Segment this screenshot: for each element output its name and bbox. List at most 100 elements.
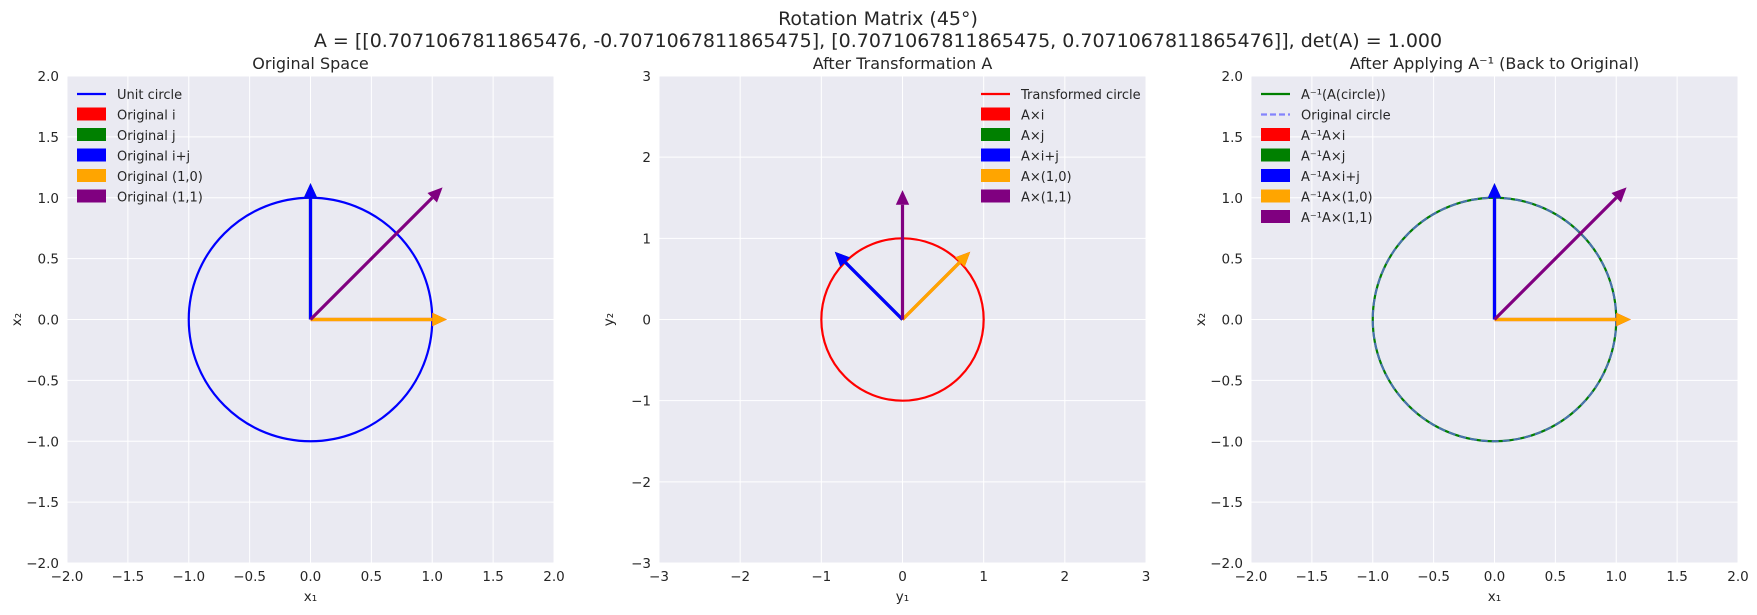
panel-2: −3 −2 −1 0 1 2 3 −3 −2 −1 0 1 2 3 After Transformation…	[601, 54, 1150, 605]
x-tick-label: 0	[898, 569, 907, 585]
legend-label: A⁻¹A×i+j	[1301, 170, 1360, 185]
vector-arrow	[895, 190, 910, 320]
x-axis-label: y₁	[896, 589, 909, 605]
y-tick-label: −1.0	[1210, 434, 1243, 450]
vector-shaft	[309, 196, 434, 321]
x-tick-label: −2	[730, 569, 750, 585]
figure-title-line1: Rotation Matrix (45°)	[778, 8, 978, 30]
panel-1: −2.0 −1.5 −1.0 −0.5 0.0 0.5 1.0 1.5 2.0 −2.0 −1.5 −…	[9, 54, 565, 605]
y-tick-label: −1	[631, 394, 651, 410]
y-axis-label: x₂	[9, 313, 25, 326]
y-tick-label: 3	[642, 69, 651, 85]
vector-arrow	[309, 187, 443, 321]
x-tick-label: 1.0	[422, 569, 443, 585]
plot-content	[1371, 183, 1631, 443]
legend-swatch	[77, 148, 106, 162]
x-tick-label: −2.0	[1235, 569, 1268, 585]
x-tick-label: 2	[1061, 569, 1070, 585]
panel-title: Original Space	[252, 54, 368, 73]
y-tick-label: 0.5	[38, 252, 59, 268]
legend-swatch	[981, 169, 1010, 182]
legend-swatch	[981, 107, 1010, 121]
vector-arrow	[1493, 187, 1627, 321]
y-tick-label: 1.0	[1222, 191, 1243, 207]
legend-label: A⁻¹A×i	[1301, 129, 1345, 144]
legend-label: A×j	[1021, 129, 1044, 144]
x-tick-label: −0.5	[1417, 569, 1450, 585]
vector-head	[895, 190, 910, 205]
vector-head	[427, 187, 443, 203]
y-tick-label: 0.0	[1222, 313, 1243, 329]
vector-head	[432, 312, 447, 327]
x-tick-label: 0.5	[1545, 569, 1566, 585]
legend: A⁻¹(A(circle)) Original circle A⁻¹A×i A⁻¹A×…	[1261, 88, 1391, 226]
y-tick-label: 2	[642, 150, 651, 166]
y-tick-label: 1.5	[1222, 130, 1243, 146]
legend-label: Original j	[117, 129, 176, 144]
legend-swatch	[1261, 128, 1290, 141]
y-tick-label: 2.0	[1222, 69, 1243, 85]
x-tick-label: 1.0	[1606, 569, 1627, 585]
y-tick-label: −1.0	[26, 434, 59, 450]
vector-arrow	[303, 183, 318, 320]
y-tick-label: −0.5	[26, 373, 59, 389]
legend-label: A⁻¹A×(1,0)	[1301, 191, 1373, 206]
legend-swatch	[981, 148, 1010, 162]
legend-label: Original (1,0)	[117, 170, 203, 185]
vector-head	[1611, 187, 1627, 203]
legend-swatch	[1261, 189, 1290, 203]
x-tick-label: −2.0	[51, 569, 84, 585]
y-tick-label: −2	[631, 475, 651, 491]
x-tick-label: −1.0	[172, 569, 205, 585]
legend-label: Transformed circle	[1020, 88, 1141, 103]
legend-label: A×i	[1021, 109, 1044, 124]
vector-head	[303, 183, 318, 198]
plot-content	[820, 190, 985, 402]
y-tick-label: −1.5	[1210, 495, 1243, 511]
plot-content	[187, 183, 447, 443]
x-axis-label: x₁	[304, 589, 317, 605]
y-tick-label: 0.5	[1222, 252, 1243, 268]
legend-label: A×(1,1)	[1021, 191, 1072, 206]
vector-head	[1487, 183, 1502, 198]
legend-swatch	[981, 128, 1010, 141]
y-tick-label: −0.5	[1210, 373, 1243, 389]
legend: Transformed circle A×i A×j A×i+j A×(1,0) A×(1…	[981, 88, 1141, 206]
x-tick-label: 3	[1142, 569, 1151, 585]
legend-label: A⁻¹A×j	[1301, 150, 1345, 165]
legend-label: Original i+j	[117, 150, 190, 165]
y-tick-label: 2.0	[38, 69, 59, 85]
x-tick-label: 1.5	[1666, 569, 1687, 585]
y-tick-label: 0	[642, 313, 651, 329]
y-tick-label: 0.0	[38, 313, 59, 329]
vector-arrow	[901, 251, 971, 321]
vector-head	[955, 251, 971, 267]
legend-label: A×i+j	[1021, 150, 1059, 165]
legend: Unit circle Original i Original j Original …	[77, 88, 203, 206]
panel-title: After Applying A⁻¹ (Back to Original)	[1350, 54, 1640, 73]
legend-swatch	[77, 169, 106, 182]
y-axis-label: x₂	[1193, 313, 1209, 326]
legend-swatch	[77, 128, 106, 141]
legend-swatch	[1261, 169, 1290, 182]
legend-label: Original (1,1)	[117, 191, 203, 206]
y-tick-label: 1.5	[38, 130, 59, 146]
y-tick-label: −3	[631, 556, 651, 572]
x-tick-label: −1.0	[1356, 569, 1389, 585]
x-tick-label: −3	[649, 569, 669, 585]
x-tick-label: 0.5	[361, 569, 382, 585]
x-tick-label: −1	[811, 569, 831, 585]
legend-label: A⁻¹A×(1,1)	[1301, 211, 1373, 226]
legend-label: Original i	[117, 109, 176, 124]
y-axis-label: y₂	[601, 313, 617, 326]
figure-title-line2: A = [[0.7071067811865476, -0.70710678118…	[314, 30, 1442, 52]
legend-swatch	[981, 189, 1010, 203]
panel-3: −2.0 −1.5 −1.0 −0.5 0.0 0.5 1.0 1.5 2.0 −2.0 −1.5 −…	[1193, 54, 1749, 605]
x-tick-label: −1.5	[1295, 569, 1328, 585]
legend-swatch	[1261, 148, 1290, 162]
y-tick-label: −1.5	[26, 495, 59, 511]
vector-head	[834, 251, 850, 267]
x-tick-label: 1	[979, 569, 988, 585]
